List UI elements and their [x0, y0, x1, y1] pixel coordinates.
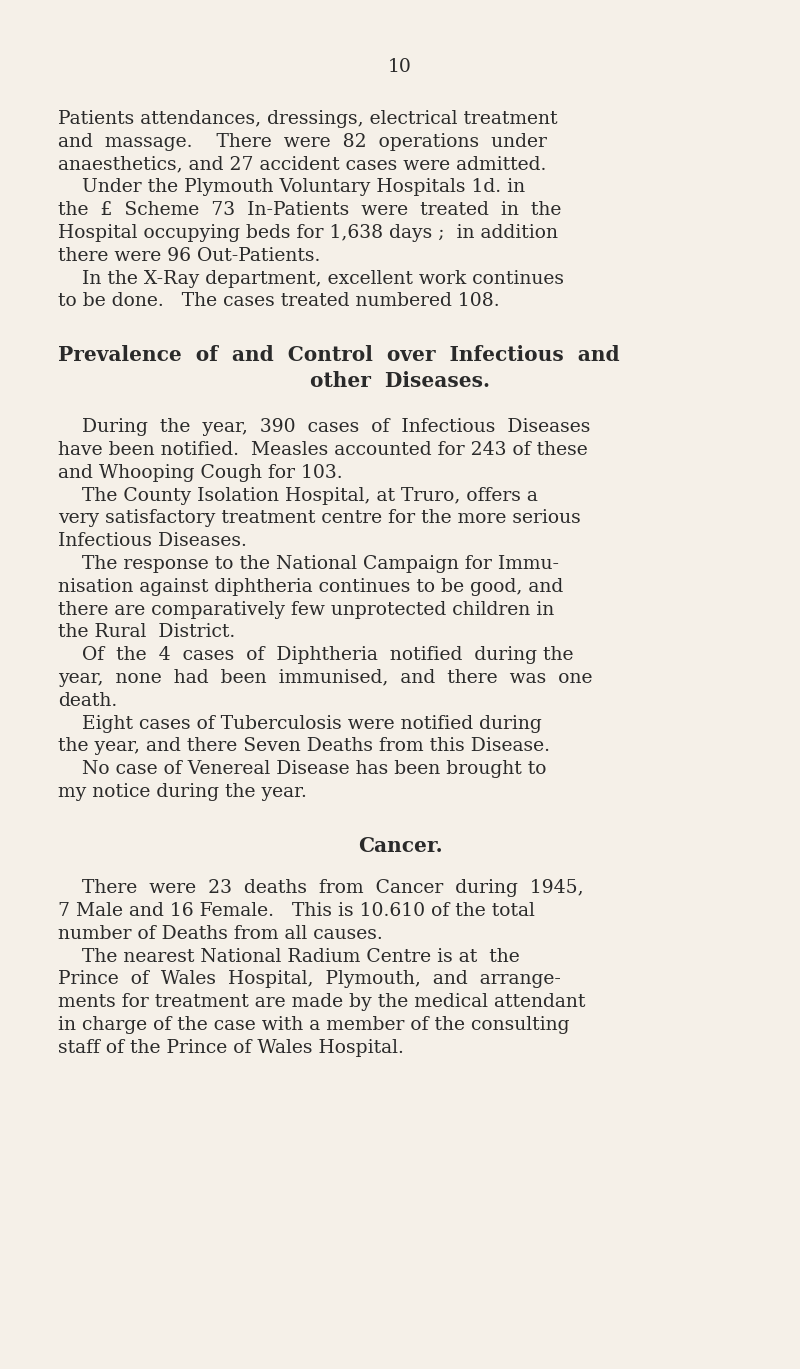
Text: in charge of the case with a member of the consulting: in charge of the case with a member of t… — [58, 1016, 570, 1034]
Text: have been notified.  Measles accounted for 243 of these: have been notified. Measles accounted fo… — [58, 441, 588, 459]
Text: ments for treatment are made by the medical attendant: ments for treatment are made by the medi… — [58, 994, 586, 1012]
Text: No case of Venereal Disease has been brought to: No case of Venereal Disease has been bro… — [58, 760, 546, 778]
Text: there are comparatively few unprotected children in: there are comparatively few unprotected … — [58, 601, 554, 619]
Text: staff of the Prince of Wales Hospital.: staff of the Prince of Wales Hospital. — [58, 1039, 404, 1057]
Text: The nearest National Radium Centre is at  the: The nearest National Radium Centre is at… — [58, 947, 520, 965]
Text: 7 Male and 16 Female.   This is 10.610 of the total: 7 Male and 16 Female. This is 10.610 of … — [58, 902, 535, 920]
Text: there were 96 Out-Patients.: there were 96 Out-Patients. — [58, 246, 320, 264]
Text: to be done.   The cases treated numbered 108.: to be done. The cases treated numbered 1… — [58, 293, 500, 311]
Text: Prevalence  of  and  Control  over  Infectious  and: Prevalence of and Control over Infectiou… — [58, 345, 620, 366]
Text: very satisfactory treatment centre for the more serious: very satisfactory treatment centre for t… — [58, 509, 581, 527]
Text: 10: 10 — [388, 57, 412, 77]
Text: and Whooping Cough for 103.: and Whooping Cough for 103. — [58, 464, 342, 482]
Text: Under the Plymouth Voluntary Hospitals 1d. in: Under the Plymouth Voluntary Hospitals 1… — [58, 178, 525, 196]
Text: In the X-Ray department, excellent work continues: In the X-Ray department, excellent work … — [58, 270, 564, 287]
Text: During  the  year,  390  cases  of  Infectious  Diseases: During the year, 390 cases of Infectious… — [58, 418, 590, 437]
Text: Patients attendances, dressings, electrical treatment: Patients attendances, dressings, electri… — [58, 110, 558, 127]
Text: my notice during the year.: my notice during the year. — [58, 783, 307, 801]
Text: There  were  23  deaths  from  Cancer  during  1945,: There were 23 deaths from Cancer during … — [58, 879, 584, 897]
Text: The County Isolation Hospital, at Truro, offers a: The County Isolation Hospital, at Truro,… — [58, 486, 538, 505]
Text: death.: death. — [58, 691, 118, 709]
Text: nisation against diphtheria continues to be good, and: nisation against diphtheria continues to… — [58, 578, 563, 596]
Text: year,  none  had  been  immunised,  and  there  was  one: year, none had been immunised, and there… — [58, 669, 593, 687]
Text: Of  the  4  cases  of  Diphtheria  notified  during the: Of the 4 cases of Diphtheria notified du… — [58, 646, 574, 664]
Text: Hospital occupying beds for 1,638 days ;  in addition: Hospital occupying beds for 1,638 days ;… — [58, 225, 558, 242]
Text: The response to the National Campaign for Immu-: The response to the National Campaign fo… — [58, 554, 559, 574]
Text: Eight cases of Tuberculosis were notified during: Eight cases of Tuberculosis were notifie… — [58, 715, 542, 732]
Text: Prince  of  Wales  Hospital,  Plymouth,  and  arrange-: Prince of Wales Hospital, Plymouth, and … — [58, 971, 561, 988]
Text: number of Deaths from all causes.: number of Deaths from all causes. — [58, 925, 382, 943]
Text: Infectious Diseases.: Infectious Diseases. — [58, 533, 247, 550]
Text: the Rural  District.: the Rural District. — [58, 623, 235, 641]
Text: anaesthetics, and 27 accident cases were admitted.: anaesthetics, and 27 accident cases were… — [58, 156, 546, 174]
Text: other  Diseases.: other Diseases. — [310, 371, 490, 390]
Text: the year, and there Seven Deaths from this Disease.: the year, and there Seven Deaths from th… — [58, 738, 550, 756]
Text: and  massage.    There  were  82  operations  under: and massage. There were 82 operations un… — [58, 133, 547, 151]
Text: the  £  Scheme  73  In-Patients  were  treated  in  the: the £ Scheme 73 In-Patients were treated… — [58, 201, 562, 219]
Text: Cancer.: Cancer. — [358, 835, 442, 856]
